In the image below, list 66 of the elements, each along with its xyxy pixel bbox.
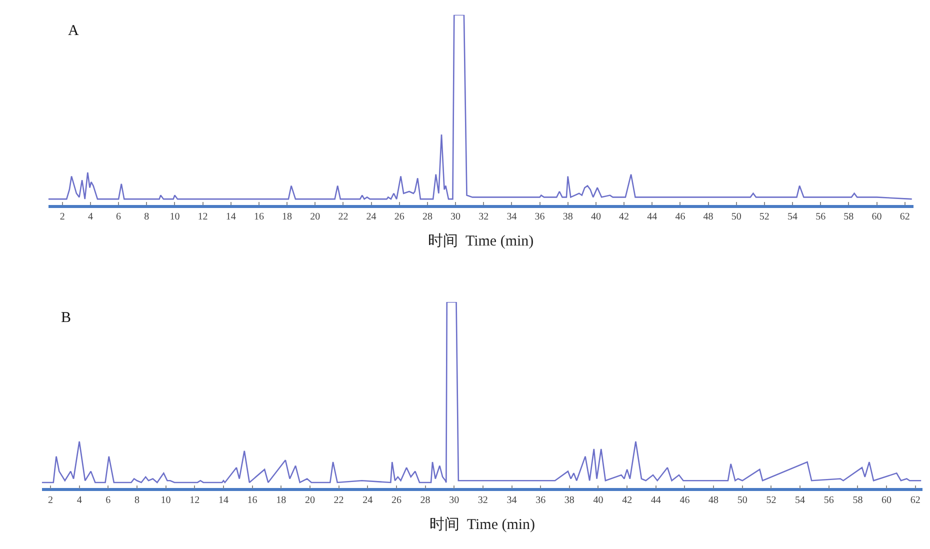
x-tick-label: 14 bbox=[218, 494, 228, 506]
x-tick-label: 8 bbox=[134, 494, 140, 506]
x-tick-label: 50 bbox=[731, 212, 742, 223]
x-tick-label: 6 bbox=[106, 494, 111, 506]
x-tick-label: 26 bbox=[394, 212, 404, 223]
x-axis-title: 时间 Time (min) bbox=[429, 516, 536, 533]
x-tick-label: 20 bbox=[310, 212, 320, 223]
x-tick-label: 4 bbox=[76, 494, 82, 506]
x-tick-label: 54 bbox=[795, 494, 806, 506]
x-tick-label: 58 bbox=[844, 212, 854, 223]
x-tick-label: 32 bbox=[478, 494, 488, 506]
x-tick-label: 28 bbox=[422, 212, 432, 223]
x-tick-label: 10 bbox=[160, 494, 171, 506]
x-tick-label: 54 bbox=[788, 212, 798, 223]
text: B bbox=[61, 310, 72, 326]
x-tick-label: 22 bbox=[334, 494, 344, 506]
x-axis-title: 时间 Time (min) bbox=[428, 232, 534, 250]
x-tick-label: 18 bbox=[276, 494, 286, 506]
x-tick-label: 62 bbox=[910, 494, 920, 506]
x-tick-label: 24 bbox=[366, 212, 376, 223]
x-tick-label: 30 bbox=[449, 494, 460, 506]
x-tick-label: 34 bbox=[506, 212, 517, 223]
x-tick-label: 18 bbox=[282, 212, 292, 223]
x-tick-label: 6 bbox=[116, 212, 122, 223]
x-tick-label: 4 bbox=[88, 212, 93, 223]
x-tick-label: 56 bbox=[824, 494, 834, 506]
x-tick-label: 38 bbox=[564, 494, 574, 506]
x-tick-label: 62 bbox=[900, 212, 910, 223]
x-tick-label: 42 bbox=[619, 212, 630, 223]
x-tick-label: 28 bbox=[420, 494, 430, 506]
x-tick-label: 26 bbox=[391, 494, 402, 506]
x-tick-label: 34 bbox=[506, 494, 517, 506]
x-tick-label: 50 bbox=[737, 494, 748, 506]
x-tick-label: 46 bbox=[680, 494, 690, 506]
x-tick-label: 52 bbox=[759, 212, 770, 223]
x-tick-label: 32 bbox=[478, 212, 489, 223]
x-tick-label: 36 bbox=[534, 212, 545, 223]
x-tick-label: 22 bbox=[338, 212, 348, 223]
x-tick-label: 38 bbox=[562, 212, 573, 223]
x-tick-label: 2 bbox=[48, 494, 53, 506]
x-tick-label: 44 bbox=[647, 212, 658, 223]
x-tick-label: 40 bbox=[593, 494, 604, 506]
x-tick-label: 40 bbox=[590, 212, 601, 223]
x-tick-label: 36 bbox=[536, 494, 546, 506]
x-tick-label: 56 bbox=[816, 212, 826, 223]
text: A bbox=[68, 23, 79, 39]
x-tick-label: 44 bbox=[650, 494, 661, 506]
x-tick-label: 42 bbox=[622, 494, 632, 506]
x-tick-label: 52 bbox=[766, 494, 776, 506]
x-tick-label: 16 bbox=[254, 212, 264, 223]
x-tick-label: 60 bbox=[872, 212, 882, 223]
x-tick-label: 58 bbox=[852, 494, 863, 506]
x-tick-label: 8 bbox=[144, 212, 150, 223]
x-tick-label: 20 bbox=[304, 494, 315, 506]
x-tick-label: 14 bbox=[226, 212, 236, 223]
x-tick-label: 48 bbox=[703, 212, 714, 223]
x-tick-label: 12 bbox=[198, 212, 208, 223]
x-tick-label: 2 bbox=[60, 212, 65, 223]
x-tick-label: 16 bbox=[247, 494, 258, 506]
x-tick-label: 30 bbox=[450, 212, 461, 223]
x-tick-label: 60 bbox=[882, 494, 892, 506]
x-tick-label: 10 bbox=[170, 212, 180, 223]
x-tick-label: 24 bbox=[362, 494, 373, 506]
x-tick-label: 48 bbox=[708, 494, 719, 506]
x-tick-label: 12 bbox=[190, 494, 200, 506]
x-tick-label: 46 bbox=[675, 212, 686, 223]
